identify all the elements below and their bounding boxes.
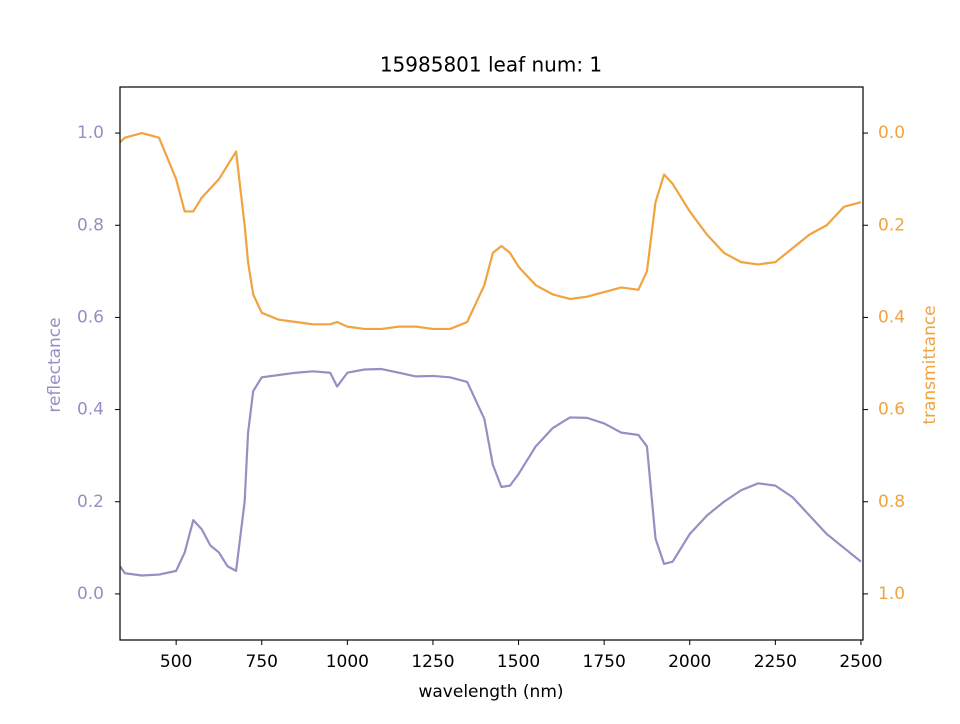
data-line	[120, 367, 862, 577]
y-tick-label: 0.0	[77, 584, 104, 604]
y2-tick-label: 0.8	[878, 492, 905, 512]
x-tick-label: 2500	[839, 652, 882, 672]
y-tick-label: 1.0	[77, 123, 104, 143]
y2-tick-label: 1.0	[878, 584, 905, 604]
x-tick-label: 1750	[583, 652, 626, 672]
y2-tick-label: 0.6	[878, 400, 905, 420]
x-tick-label: 500	[160, 652, 192, 672]
plot-frame	[119, 86, 864, 641]
y2-axis-label: transmittance	[920, 305, 940, 424]
y2-tick-label: 0.2	[878, 215, 905, 235]
x-axis-label: wavelength (nm)	[418, 682, 563, 702]
x-tick-label: 2250	[754, 652, 797, 672]
y-tick-label: 0.4	[77, 400, 104, 420]
x-tick-label: 1000	[326, 652, 369, 672]
x-tick-label: 1250	[411, 652, 454, 672]
y-tick-label: 0.8	[77, 215, 104, 235]
x-tick-label: 750	[246, 652, 278, 672]
y-tick-label: 0.6	[77, 307, 104, 327]
x-tick-label: 2000	[668, 652, 711, 672]
y-tick-label: 0.2	[77, 492, 104, 512]
y2-tick-label: 0.0	[878, 123, 905, 143]
y2-tick-label: 0.4	[878, 307, 905, 327]
x-tick-label: 1500	[497, 652, 540, 672]
y-axis-label: reflectance	[45, 317, 65, 412]
data-line	[120, 131, 862, 331]
chart-title: 15985801 leaf num: 1	[380, 53, 602, 77]
